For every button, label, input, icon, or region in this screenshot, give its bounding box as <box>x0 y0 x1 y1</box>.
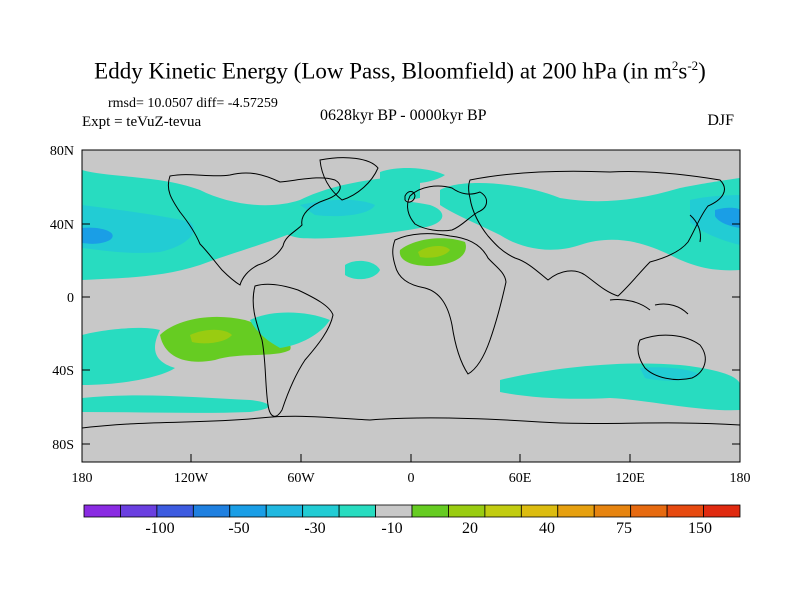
anomaly-southern-ocean <box>82 395 269 413</box>
lon-label-60w: 60W <box>287 471 315 486</box>
title-main: Eddy Kinetic Energy (Low Pass, Bloomfiel… <box>94 58 672 84</box>
anomaly-field <box>82 168 740 413</box>
lon-label-180w: 180 <box>72 471 93 486</box>
colorbar <box>83 504 741 518</box>
colorbar-swatch <box>593 504 632 518</box>
lat-label-0: 0 <box>67 291 74 306</box>
title-sup2: -2 <box>687 58 699 73</box>
anomaly-east-atlantic-spot <box>345 260 380 280</box>
colorbar-swatch <box>338 504 376 518</box>
title-end: ) <box>698 58 706 84</box>
anomaly-north-asia-core <box>690 195 740 245</box>
period-label: 0628kyr BP - 0000kyr BP <box>320 107 487 124</box>
title-mid: s <box>678 58 688 84</box>
coast-greenland <box>319 157 379 201</box>
colorbar-swatch <box>448 504 486 518</box>
lon-label-120w: 120W <box>174 471 209 486</box>
colorbar-swatch <box>375 504 413 518</box>
lat-ticks <box>82 149 740 445</box>
coast-indonesia <box>609 299 689 315</box>
season-label: DJF <box>707 112 734 129</box>
coast-asia <box>468 170 725 297</box>
colorbar-swatch <box>557 504 595 518</box>
lon-ticks <box>81 454 741 462</box>
colorbar-label-5: 20 <box>462 520 478 537</box>
lon-label-0: 0 <box>408 471 415 486</box>
colorbar-label-4: -10 <box>381 520 402 537</box>
lat-label-80s: 80S <box>52 438 74 453</box>
lat-label-40n: 40N <box>50 218 74 233</box>
colorbar-swatch <box>265 504 304 518</box>
colorbar-label-6: 40 <box>539 520 555 537</box>
anomaly-atlantic-core <box>300 199 375 217</box>
colorbar-label-3: -30 <box>304 520 325 537</box>
coast-south-america <box>252 283 334 417</box>
colorbar-swatch <box>411 504 449 518</box>
title-sup1: 2 <box>671 58 679 73</box>
anomaly-north-pacific-core <box>82 205 194 253</box>
colorbar-swatch <box>630 504 668 518</box>
colorbar-swatch <box>520 504 559 518</box>
colorbar-swatch <box>484 504 522 518</box>
colorbar-swatch <box>229 504 267 518</box>
colorbar-swatch <box>156 504 194 518</box>
coast-north-america <box>167 172 341 286</box>
colorbar-label-8: 150 <box>688 520 712 537</box>
plot-title: Eddy Kinetic Energy (Low Pass, Bloomfiel… <box>0 58 800 85</box>
anomaly-south-indian-core <box>640 367 700 381</box>
coastlines <box>82 157 740 429</box>
colorbar-swatch <box>703 504 741 518</box>
coast-europe <box>407 185 487 232</box>
lon-label-120e: 120E <box>615 471 645 486</box>
anomaly-north-pacific-dark <box>82 227 113 244</box>
anomaly-south-atlantic <box>250 312 330 348</box>
lat-label-40s: 40S <box>52 364 74 379</box>
colorbar-swatch <box>120 504 158 518</box>
lat-label-80n: 80N <box>50 144 74 159</box>
coast-antarctica <box>82 415 740 429</box>
colorbar-swatch <box>302 504 340 518</box>
anomaly-north-pacific-west <box>82 170 420 280</box>
colorbar-label-7: 75 <box>616 520 632 537</box>
anomaly-south-pacific-west <box>82 327 175 385</box>
colorbar-label-1: -100 <box>145 520 174 537</box>
coast-uk <box>404 191 416 203</box>
anomaly-north-asia <box>440 178 740 271</box>
stats-text: rmsd= 10.0507 diff= -4.57259 <box>108 96 278 111</box>
colorbar-swatch <box>192 504 231 518</box>
lon-label-60e: 60E <box>509 471 532 486</box>
anomaly-south-pacific-positive-core <box>190 329 232 344</box>
anomaly-polar-arctic <box>380 168 445 184</box>
colorbar-swatch <box>666 504 704 518</box>
colorbar-swatch <box>83 504 121 518</box>
coast-australia <box>637 334 706 381</box>
coast-japan <box>689 214 701 243</box>
anomaly-north-asia-dark <box>715 207 740 228</box>
coast-africa <box>392 233 507 375</box>
anomaly-sahara-positive-core <box>418 246 450 258</box>
colorbar-label-2: -50 <box>228 520 249 537</box>
lon-label-180e: 180 <box>730 471 751 486</box>
experiment-label: Expt = teVuZ-tevua <box>82 114 202 130</box>
